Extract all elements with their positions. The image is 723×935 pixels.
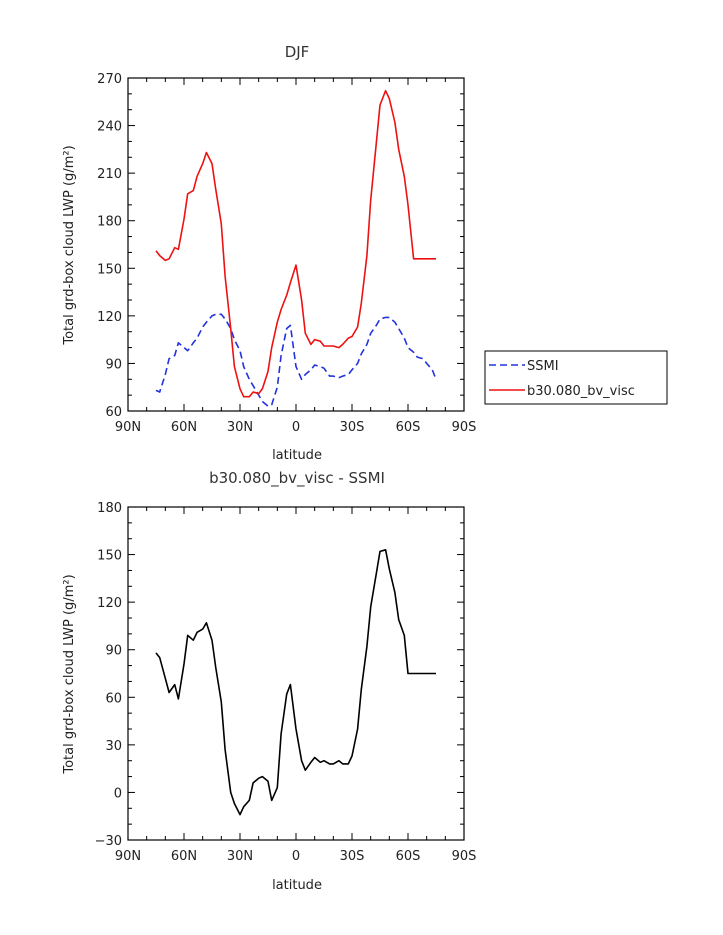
top-chart-series — [155, 89, 437, 408]
bottom-chart-xtick-label: 60N — [171, 849, 197, 864]
top-chart: DJF 90N 60N 30N 0 30S 60S 90S 60 90 120 150 180 210 2… — [62, 43, 476, 463]
bottom-chart-series-line-0 — [155, 548, 436, 816]
top-chart-xtick-label: 90N — [115, 420, 141, 435]
top-chart-xtick-label: 60S — [396, 420, 421, 435]
top-chart-ticks: 90N 60N 30N 0 30S 60S 90S 60 90 120 150 180 210 240 27… — [97, 72, 476, 435]
legend-box — [484, 350, 668, 405]
bottom-chart: b30.080_bv_visc - SSMI 90N 60N 30N 0 30S 60S 9… — [62, 469, 476, 893]
top-chart-ytick-label: 60 — [105, 405, 122, 420]
top-chart-xtick-label: 60N — [171, 420, 197, 435]
top-chart-xtick-label: 30N — [227, 420, 253, 435]
bottom-chart-xtick-label: 30N — [227, 849, 253, 864]
bottom-chart-xtick-label: 60S — [396, 849, 421, 864]
bottom-chart-xtick-label: 90N — [115, 849, 141, 864]
top-chart-series-line-0 — [155, 313, 437, 408]
bottom-chart-ytick-label: 180 — [97, 501, 122, 516]
top-chart-xtick-label: 0 — [292, 420, 300, 435]
bottom-chart-ytick-label: 90 — [105, 644, 122, 659]
legend-label-model: b30.080_bv_visc — [527, 384, 635, 399]
bottom-chart-ytick-label: 30 — [105, 739, 122, 754]
top-chart-frame — [127, 77, 465, 412]
bottom-chart-ytick-label: 120 — [97, 596, 122, 611]
top-chart-ytick-label: 180 — [97, 215, 122, 230]
legend: SSMI b30.080_bv_visc — [484, 350, 668, 405]
top-chart-xtick-label: 30S — [340, 420, 365, 435]
bottom-chart-xtick-label: 0 — [292, 849, 300, 864]
bottom-chart-ytick-label: 60 — [105, 691, 122, 706]
bottom-chart-ytick-label: 150 — [97, 549, 122, 564]
bottom-chart-series — [155, 548, 436, 816]
top-chart-ytick-label: 270 — [97, 72, 122, 87]
top-chart-ytick-label: 120 — [97, 310, 122, 325]
top-chart-title: DJF — [285, 43, 310, 61]
bottom-chart-ticks: 90N 60N 30N 0 30S 60S 90S −30 0 30 60 90 120 150 180 — [95, 501, 477, 864]
top-chart-ytick-label: 150 — [97, 262, 122, 277]
top-chart-series-line-1 — [155, 89, 436, 398]
bottom-chart-ytick-label: −30 — [95, 834, 122, 849]
bottom-chart-ytick-label: 0 — [114, 786, 122, 801]
bottom-chart-xtick-label: 90S — [452, 849, 477, 864]
bottom-chart-ylabel: Total grd-box cloud LWP (g/m²) — [62, 574, 77, 774]
bottom-chart-xlabel: latitude — [272, 878, 322, 893]
top-chart-xlabel: latitude — [272, 448, 322, 463]
bottom-chart-xtick-label: 30S — [340, 849, 365, 864]
top-chart-ytick-label: 90 — [105, 357, 122, 372]
top-chart-ytick-label: 210 — [97, 167, 122, 182]
legend-label-ssmi: SSMI — [527, 359, 559, 374]
top-chart-ytick-label: 240 — [97, 120, 122, 135]
bottom-chart-title: b30.080_bv_visc - SSMI — [209, 469, 385, 488]
top-chart-ylabel: Total grd-box cloud LWP (g/m²) — [62, 145, 77, 345]
top-chart-xtick-label: 90S — [452, 420, 477, 435]
